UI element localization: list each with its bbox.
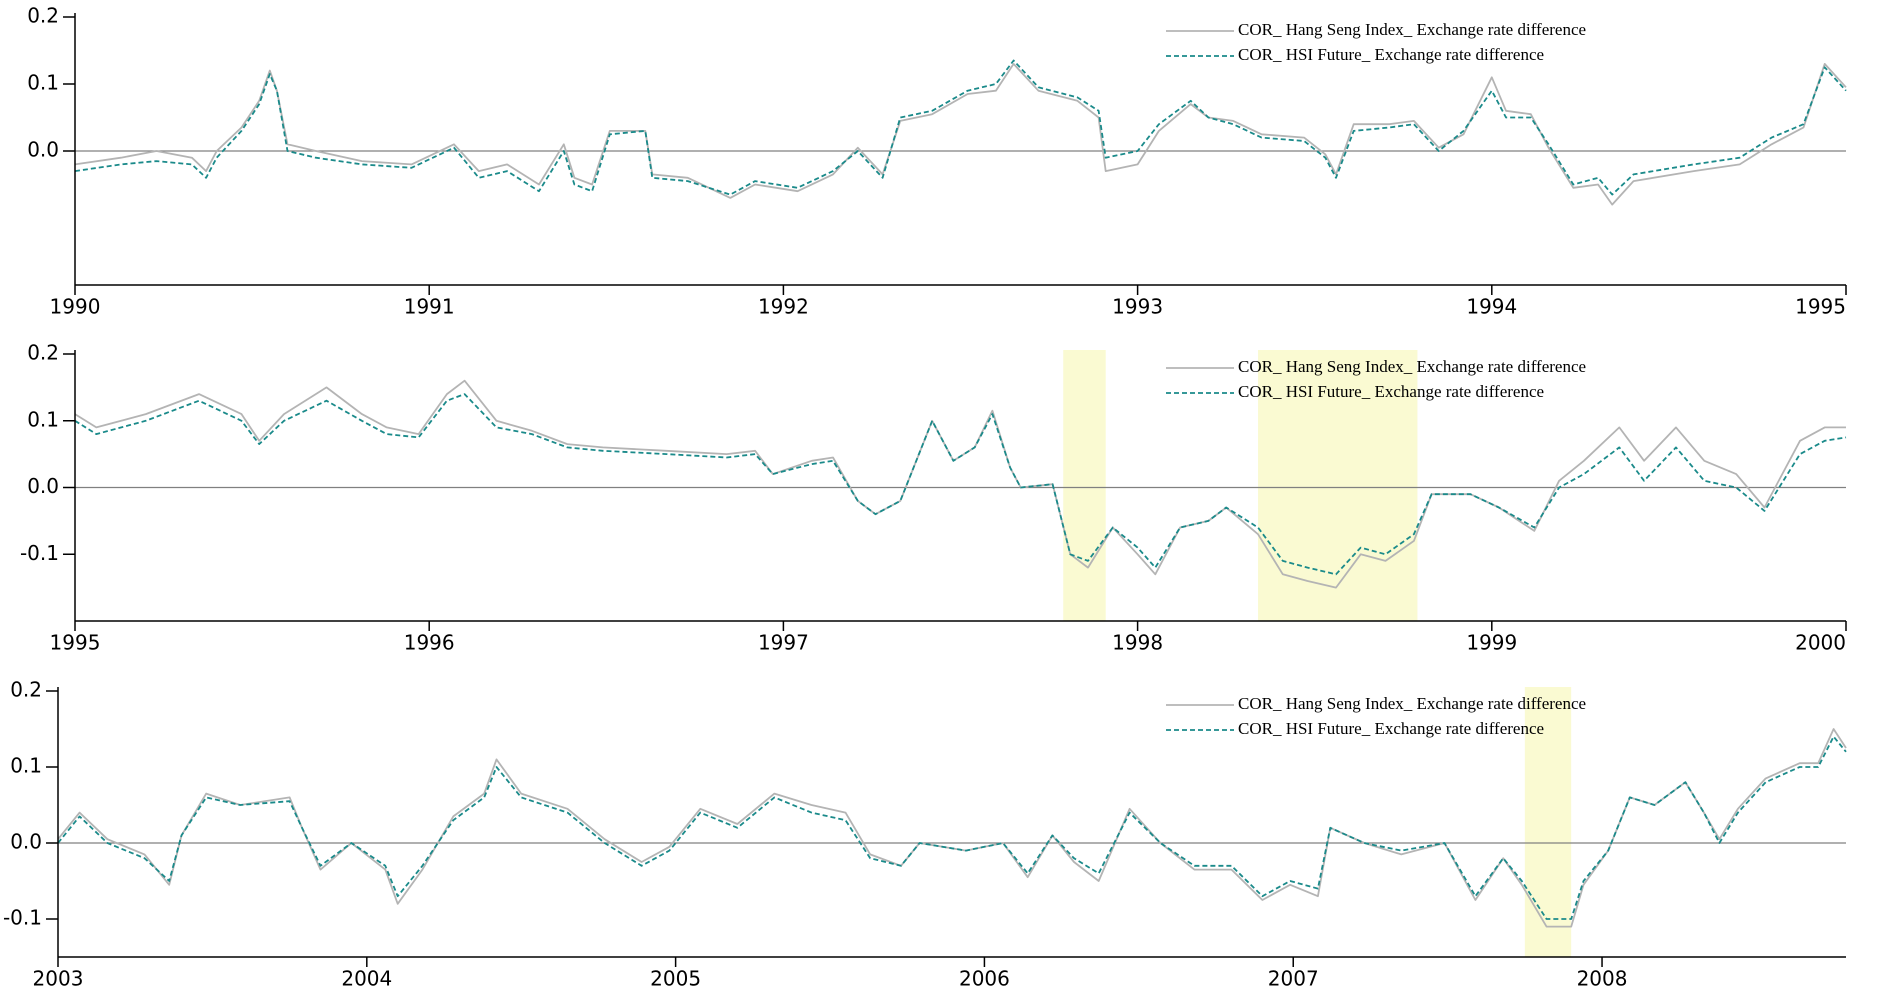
legend-label: COR_ Hang Seng Index_ Exchange rate diff… (1238, 20, 1586, 39)
x-tick-label: 1995 (1795, 295, 1846, 319)
x-tick-label: 1993 (1112, 295, 1163, 319)
x-tick-label: 2000 (1795, 631, 1846, 655)
y-tick-label: 0.2 (27, 4, 59, 28)
x-tick-label: 2007 (1268, 967, 1319, 991)
series-line (57, 735, 1847, 920)
x-tick-label: 1998 (1112, 631, 1163, 655)
legend-label: COR_ Hang Seng Index_ Exchange rate diff… (1238, 694, 1586, 713)
y-tick-label: -0.1 (20, 541, 59, 565)
shaded-region (1524, 687, 1572, 957)
x-tick-label: 1994 (1466, 295, 1517, 319)
x-tick-label: 1997 (758, 631, 809, 655)
y-tick-label: 0.2 (27, 341, 59, 365)
x-tick-label: 2004 (341, 967, 392, 991)
y-tick-label: 0.1 (27, 407, 59, 431)
x-tick-label: 1991 (404, 295, 455, 319)
x-tick-label: 2005 (650, 967, 701, 991)
y-tick-label: -0.1 (3, 906, 42, 930)
y-tick-label: 0.1 (27, 71, 59, 95)
series-line (74, 63, 1847, 206)
y-tick-label: 0.1 (10, 754, 42, 778)
legend-label: COR_ Hang Seng Index_ Exchange rate diff… (1238, 357, 1586, 376)
y-tick-label: 0.0 (27, 474, 59, 498)
series-line (74, 379, 1846, 589)
x-tick-label: 1992 (758, 295, 809, 319)
legend-label: COR_ HSI Future_ Exchange rate differenc… (1238, 382, 1544, 401)
x-tick-label: 1996 (404, 631, 455, 655)
series-line (74, 393, 1847, 576)
x-tick-label: 1999 (1466, 631, 1517, 655)
x-tick-label: 2003 (33, 967, 84, 991)
x-tick-label: 1995 (50, 631, 101, 655)
x-tick-label: 2006 (959, 967, 1010, 991)
x-tick-label: 1990 (50, 295, 101, 319)
legend-label: COR_ HSI Future_ Exchange rate differenc… (1238, 719, 1544, 738)
y-tick-label: 0.2 (10, 678, 42, 702)
x-tick-label: 2008 (1577, 967, 1628, 991)
series-line (74, 59, 1847, 196)
y-tick-label: 0.0 (27, 138, 59, 162)
shaded-region (1258, 350, 1418, 621)
shaded-region (1063, 350, 1106, 621)
y-tick-label: 0.0 (10, 830, 42, 854)
legend-label: COR_ HSI Future_ Exchange rate differenc… (1238, 45, 1544, 64)
